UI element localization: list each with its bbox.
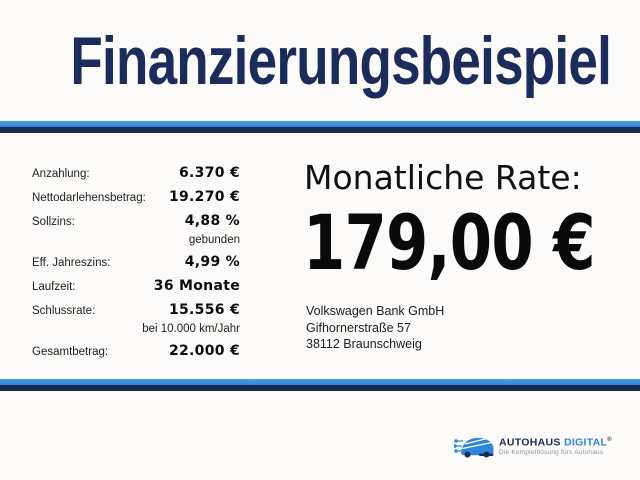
row-value: 4,88 % [184, 213, 240, 229]
car-icon [454, 437, 494, 458]
divider-top-navy-stripe [0, 127, 640, 133]
bank-city: 38112 Braunschweig [306, 337, 422, 351]
divider-bottom-blue-stripe [0, 379, 640, 385]
registered-trademark-symbol: ® [607, 437, 612, 444]
row-label: Eff. Jahreszins: [32, 257, 111, 269]
row-value: 22.000 € [168, 343, 240, 359]
row-label: Schlussrate: [32, 305, 96, 317]
table-row-sollzins: Sollzins: 4,88 % [32, 212, 240, 230]
row-value: 36 Monate [153, 278, 240, 294]
row-label: Sollzins: [32, 216, 75, 228]
divider-top [0, 121, 640, 133]
table-row-nettodarlehensbetrag: Nettodarlehensbetrag: 19.270 € [32, 188, 240, 206]
table-row-laufzeit: Laufzeit: 36 Monate [32, 277, 240, 295]
row-note-schlussrate: bei 10.000 km/Jahr [142, 323, 240, 335]
autohaus-digital-logo: AUTOHAUS DIGITAL® Die Komplettlösung für… [454, 432, 612, 460]
logo-tagline: Die Komplettlösung fürs Autohaus [499, 448, 604, 456]
page-title: Finanzierungsbeispiel [70, 23, 612, 99]
logo-name: AUTOHAUS DIGITAL® [499, 435, 612, 449]
logo-text: AUTOHAUS DIGITAL® Die Komplettlösung für… [499, 435, 612, 457]
row-value: 15.556 € [168, 302, 240, 318]
table-row-anzahlung: Anzahlung: 6.370 € [32, 164, 240, 182]
table-row-gesamtbetrag: Gesamtbetrag: 22.000 € [32, 342, 240, 360]
row-value: 4,99 % [184, 254, 240, 270]
row-label: Nettodarlehensbetrag: [32, 192, 146, 204]
row-value: 19.270 € [168, 189, 240, 205]
bank-street: Gifhornerstraße 57 [306, 320, 411, 335]
finance-table: Anzahlung: 6.370 € Nettodarlehensbetrag:… [32, 164, 240, 366]
bank-name: Volkswagen Bank GmbH [306, 304, 445, 318]
logo-name-secondary: DIGITAL [563, 436, 608, 449]
monthly-rate-amount: 179,00 € [303, 198, 595, 287]
row-note-sollzins: gebunden [188, 234, 240, 246]
logo-name-primary: AUTOHAUS [499, 436, 561, 449]
divider-bottom [0, 379, 640, 391]
table-row-eff-jahreszins: Eff. Jahreszins: 4,99 % [32, 253, 240, 271]
divider-bottom-navy-stripe [0, 385, 640, 391]
row-value: 6.370 € [179, 165, 240, 181]
row-label: Anzahlung: [32, 168, 90, 180]
monthly-rate-heading: Monatliche Rate: [304, 158, 582, 197]
table-row-schlussrate: Schlussrate: 15.556 € [32, 301, 240, 319]
row-label: Gesamtbetrag: [32, 346, 109, 358]
divider-top-blue-stripe [0, 121, 640, 127]
row-label: Laufzeit: [32, 281, 76, 293]
bank-address: Volkswagen Bank GmbH Gifhornerstraße 57 … [306, 303, 444, 353]
